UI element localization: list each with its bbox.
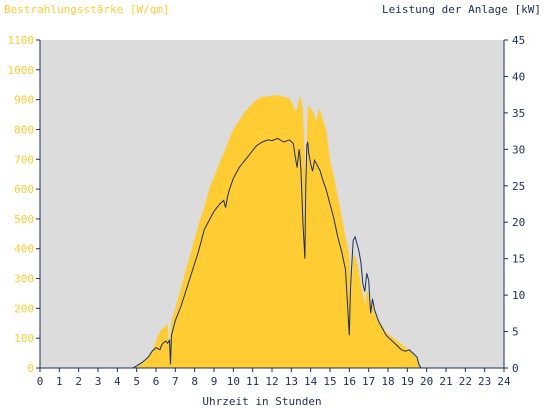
x-tick-label: 16: [343, 375, 356, 388]
right-y-tick-label: 45: [512, 34, 525, 47]
x-tick-label: 24: [497, 375, 511, 388]
right-axis-title: Leistung der Anlage [kW]: [382, 3, 541, 16]
right-y-tick-label: 15: [512, 253, 525, 266]
x-tick-label: 19: [401, 375, 414, 388]
x-tick-label: 7: [172, 375, 179, 388]
x-tick-label: 5: [133, 375, 140, 388]
x-tick-label: 18: [381, 375, 394, 388]
right-y-tick-label: 0: [512, 362, 519, 375]
x-tick-label: 14: [304, 375, 318, 388]
x-tick-label: 1: [56, 375, 63, 388]
left-y-tick-label: 200: [14, 302, 34, 315]
x-tick-label: 4: [114, 375, 121, 388]
x-tick-label: 0: [37, 375, 44, 388]
right-y-tick-label: 35: [512, 107, 525, 120]
x-tick-label: 23: [478, 375, 491, 388]
x-tick-label: 11: [246, 375, 259, 388]
x-axis-label: Uhrzeit in Stunden: [202, 395, 321, 408]
right-y-tick-label: 10: [512, 289, 525, 302]
x-tick-label: 8: [191, 375, 198, 388]
right-y-tick-label: 30: [512, 143, 525, 156]
power-line: [40, 137, 504, 369]
x-tick-label: 21: [439, 375, 452, 388]
series-layer: [40, 95, 504, 369]
left-y-tick-label: 400: [14, 243, 34, 256]
left-y-tick-label: 900: [14, 94, 34, 107]
left-y-tick-label: 600: [14, 183, 34, 196]
x-tick-label: 22: [459, 375, 472, 388]
x-tick-label: 10: [227, 375, 240, 388]
left-y-tick-label: 100: [14, 332, 34, 345]
x-tick-label: 3: [95, 375, 102, 388]
axes-layer: 0 1 2 3 4 5 6 7 8 9 10 11 12 13 14 15 16 17 18 19 20 21 22 23 24…: [8, 34, 526, 388]
right-y-tick-label: 5: [512, 326, 519, 339]
x-tick-label: 20: [420, 375, 433, 388]
right-y-tick-label: 25: [512, 180, 525, 193]
x-tick-label: 2: [75, 375, 82, 388]
x-tick-label: 17: [362, 375, 375, 388]
left-y-tick-label: 700: [14, 153, 34, 166]
x-tick-label: 15: [323, 375, 336, 388]
x-tick-label: 6: [153, 375, 160, 388]
left-y-tick-label: 0: [27, 362, 34, 375]
right-y-tick-label: 20: [512, 216, 525, 229]
left-axis-title: Bestrahlungsstärke [W/qm]: [4, 3, 170, 16]
right-y-tick-label: 40: [512, 70, 525, 83]
x-tick-label: 9: [211, 375, 218, 388]
left-y-tick-label: 300: [14, 273, 34, 286]
left-y-tick-label: 1000: [8, 64, 35, 77]
left-y-tick-label: 500: [14, 213, 34, 226]
x-tick-label: 13: [285, 375, 298, 388]
left-y-tick-label: 1100: [8, 34, 35, 47]
x-tick-label: 12: [265, 375, 278, 388]
left-y-tick-label: 800: [14, 123, 34, 136]
